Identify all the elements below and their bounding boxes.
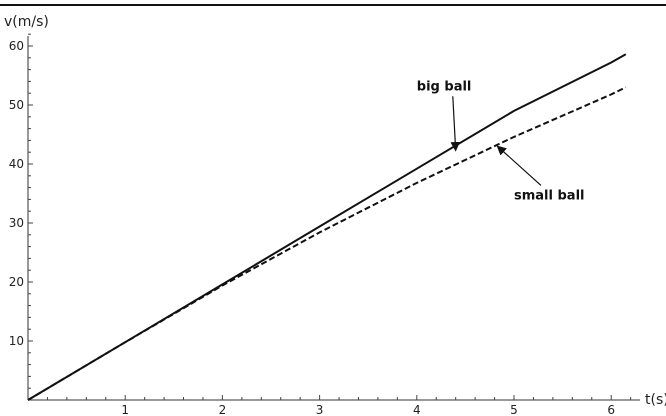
y-tick-label: 60 <box>9 39 24 53</box>
x-tick-label: 3 <box>316 403 324 416</box>
small-ball-arrow <box>496 145 542 186</box>
big-ball-arrow <box>450 96 461 152</box>
y-tick-label: 10 <box>9 334 24 348</box>
small-ball-label: small ball <box>514 188 584 203</box>
series-group <box>27 53 627 401</box>
annotation-group: big ball small ball <box>417 79 585 203</box>
y-tick-label: 20 <box>9 275 24 289</box>
x-tick-label: 5 <box>510 403 518 416</box>
small-ball-line <box>27 86 627 401</box>
x-tick-label: 4 <box>413 403 421 416</box>
y-axis-label: v(m/s) <box>4 14 49 30</box>
x-tick-label: 6 <box>607 403 615 416</box>
y-tick-label: 40 <box>9 157 24 171</box>
big-ball-label: big ball <box>417 79 472 94</box>
x-tick-label: 2 <box>219 403 227 416</box>
x-axis: 1 2 3 4 5 6 <box>28 395 640 416</box>
big-ball-line <box>27 53 627 401</box>
y-tick-label: 50 <box>9 98 24 112</box>
y-tick-label: 30 <box>9 216 24 230</box>
y-axis: 10 20 30 40 50 60 <box>9 33 33 400</box>
x-axis-label: t(s) <box>645 392 666 408</box>
x-tick-label: 1 <box>121 403 129 416</box>
